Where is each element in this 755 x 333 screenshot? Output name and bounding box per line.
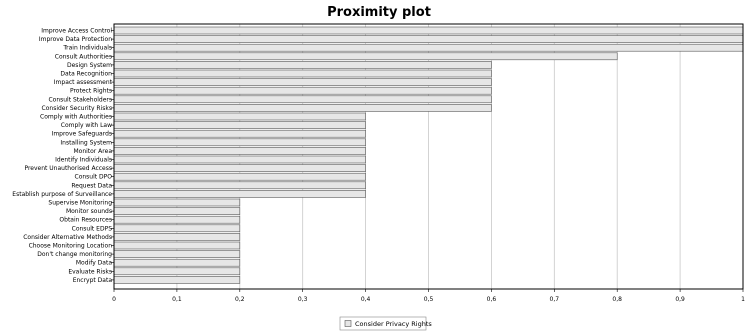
bar [113, 155, 366, 164]
category-label: Improve Data Protection [39, 36, 112, 43]
bar [113, 233, 241, 241]
bar [113, 104, 492, 112]
x-tick-label: 0,5 [424, 296, 434, 303]
category-label: Obtain Resources [59, 217, 112, 224]
bar [113, 112, 366, 121]
x-tick-label: 0,6 [487, 296, 497, 303]
legend: Consider Privacy Rights [339, 316, 432, 331]
bar [113, 215, 241, 224]
x-tick-label: 0,3 [298, 296, 308, 303]
category-label: Improve Access Control [41, 28, 112, 35]
bar [113, 190, 366, 198]
category-label: Protect Rights [70, 88, 112, 95]
bar [113, 138, 366, 147]
x-tick-label: 0,1 [172, 296, 182, 303]
bar [113, 147, 366, 155]
category-label: Encrypt Data [73, 277, 113, 284]
category-label: Improve Safeguards [52, 131, 112, 138]
x-tick-label: 1 [741, 296, 745, 303]
bar [113, 26, 744, 35]
category-label: Establish purpose of Surveillance [12, 191, 112, 198]
category-label: Consult Stakeholders [48, 96, 112, 103]
chart-title: Proximity plot [327, 5, 431, 20]
bar [113, 61, 492, 69]
category-label: Consult Authorities [55, 53, 112, 60]
bar [113, 241, 241, 250]
x-tick-label: 0,7 [550, 296, 560, 303]
category-label: Train Individuals [62, 45, 112, 52]
bar [113, 276, 241, 284]
bar [113, 258, 241, 267]
category-label: Prevent Unauthorised Access [24, 165, 112, 172]
category-label: Monitor sounds [66, 208, 112, 215]
bar [113, 164, 366, 172]
category-label: Consult DPO [75, 174, 113, 181]
category-label: Comply with Authorities [40, 114, 112, 121]
x-tick-label: 0,2 [235, 296, 245, 303]
bar [113, 224, 241, 233]
category-label: Consider Alternative Methods [23, 234, 112, 241]
category-label: Design System [67, 62, 112, 69]
category-label: Consult EDPS [72, 225, 113, 232]
bar [113, 181, 366, 190]
category-label: Supervise Monitoring [48, 200, 112, 207]
bar [113, 78, 492, 86]
x-ticks: 0 0,1 0,2 0,3 0,4 0,5 0,6 0,7 0,8 0,9 1 [112, 289, 745, 303]
x-tick-label: 0 [112, 296, 116, 303]
bar [113, 69, 492, 78]
bar [113, 86, 492, 95]
category-label: Choose Monitoring Location [29, 243, 113, 250]
bar [113, 207, 241, 215]
bar [113, 172, 366, 181]
bar [113, 129, 366, 138]
category-label: Modify Data [76, 260, 112, 267]
legend-box [339, 316, 427, 331]
legend-label: Consider Privacy Rights [355, 320, 432, 328]
legend-swatch [344, 320, 352, 327]
category-label: Monitor Area [73, 148, 112, 155]
bar [113, 35, 744, 43]
x-tick-label: 0,4 [361, 296, 371, 303]
bar [113, 198, 241, 207]
category-label: Request Data [71, 182, 112, 189]
bar [113, 250, 241, 258]
bar [113, 95, 492, 104]
category-label: Data Recognition [60, 71, 112, 78]
category-label: Impact assessment [54, 79, 113, 86]
category-label: Installing System [60, 139, 112, 146]
category-label: Don't change monitoring [37, 251, 112, 258]
category-label: Identify Individuals [55, 157, 112, 164]
bar [113, 267, 241, 276]
bar [113, 43, 744, 52]
category-label: Consider Security Risks [42, 105, 112, 112]
category-label: Comply with Law [61, 122, 112, 129]
x-tick-label: 0,9 [675, 296, 685, 303]
x-tick-label: 0,8 [612, 296, 622, 303]
plot-frame [113, 23, 744, 290]
bar [113, 52, 618, 61]
category-label: Evaluate Risks [68, 268, 112, 275]
bar [113, 121, 366, 129]
